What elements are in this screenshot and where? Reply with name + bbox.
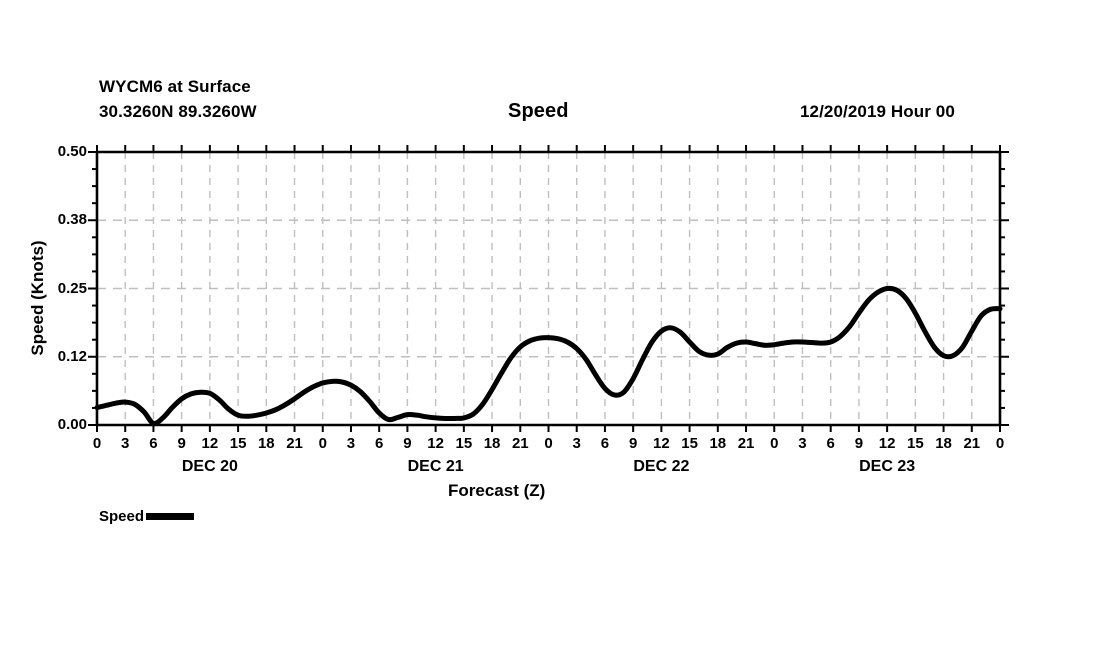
legend-label: Speed <box>99 508 145 525</box>
x-tick-label: 15 <box>681 435 698 452</box>
y-tick-label: 0.38 <box>57 211 87 229</box>
x-tick-label: 18 <box>935 435 952 452</box>
x-axis-ticks <box>96 145 1001 432</box>
x-tick-label: 9 <box>628 435 638 452</box>
day-label: DEC 22 <box>633 458 690 475</box>
coordinates-label: 30.3260N 89.3260W <box>99 102 257 121</box>
x-tick-label: 12 <box>878 435 896 452</box>
horizontal-gridlines <box>97 219 1000 358</box>
x-tick-label: 12 <box>201 435 219 452</box>
station-label: WYCM6 at Surface <box>99 77 251 96</box>
x-tick-label: 3 <box>121 435 130 452</box>
x-tick-label: 12 <box>653 435 670 452</box>
data-series-layer <box>94 285 1003 426</box>
x-tick-label: 21 <box>511 435 529 452</box>
x-tick-label: 18 <box>257 435 275 452</box>
day-label: DEC 20 <box>181 458 238 475</box>
y-tick-label: 0.25 <box>57 279 87 297</box>
x-tick-label: 6 <box>826 435 835 452</box>
page-title: Speed <box>508 100 569 122</box>
x-tick-label: 0 <box>92 435 102 452</box>
x-tick-label: 12 <box>427 435 444 452</box>
y-axis-ticks <box>88 151 1009 426</box>
x-tick-label: 15 <box>229 435 247 452</box>
x-tick-label: 15 <box>455 435 473 452</box>
x-tick-label: 6 <box>600 435 610 452</box>
day-label: DEC 21 <box>407 458 464 475</box>
x-axis-title: Forecast (Z) <box>448 481 546 500</box>
y-tick-label: 0.00 <box>57 416 87 433</box>
x-tick-label: 9 <box>403 435 412 452</box>
x-tick-label: 0 <box>544 435 553 452</box>
x-tick-label: 21 <box>963 435 981 452</box>
x-tick-label: 9 <box>854 435 864 452</box>
x-tick-label: 3 <box>572 435 581 452</box>
y-axis-title: Speed (Knots) <box>28 240 47 356</box>
x-tick-label: 18 <box>709 435 727 452</box>
legend-line-swatch <box>146 513 195 520</box>
x-tick-label: 21 <box>286 435 303 452</box>
x-tick-label: 0 <box>995 435 1005 452</box>
model-run-datetime: 12/20/2019 Hour 00 <box>800 102 955 121</box>
x-tick-label: 3 <box>346 435 356 452</box>
y-tick-label: 0.50 <box>57 143 87 160</box>
x-tick-label: 0 <box>318 435 327 452</box>
x-tick-label: 21 <box>737 435 755 452</box>
day-label: DEC 23 <box>859 458 916 475</box>
vertical-gridlines <box>124 152 973 425</box>
x-tick-label: 9 <box>177 435 186 452</box>
x-tick-label: 18 <box>483 435 501 452</box>
x-tick-label: 0 <box>770 435 779 452</box>
x-tick-label: 15 <box>907 435 924 452</box>
chart-legend: Speed <box>99 508 195 525</box>
x-tick-label: 3 <box>798 435 807 452</box>
x-tick-label: 6 <box>149 435 158 452</box>
x-tick-label: 6 <box>375 435 384 452</box>
y-tick-label: 0.12 <box>57 347 87 365</box>
